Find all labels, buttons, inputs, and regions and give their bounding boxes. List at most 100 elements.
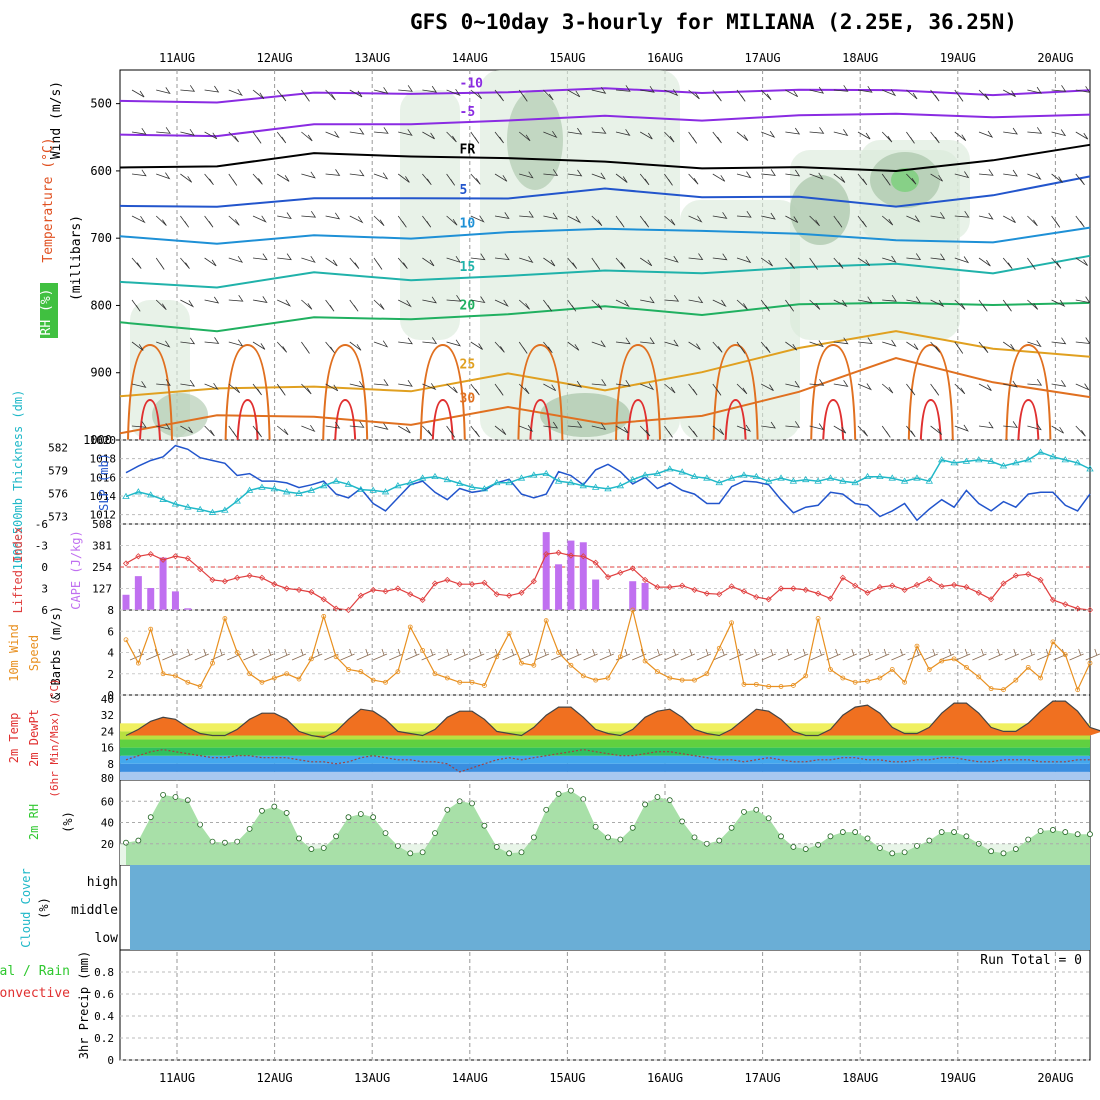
wind-barb	[519, 210, 534, 218]
cape-bar	[122, 594, 130, 610]
thickness-point	[431, 472, 439, 480]
rh-point	[753, 806, 760, 813]
li-tick-label: 3	[41, 583, 48, 596]
wind-barb	[349, 257, 360, 269]
isotherm-line	[119, 301, 1091, 333]
slp-tick-label: 1018	[90, 453, 117, 466]
wind-barb	[252, 253, 268, 261]
wind-barb	[252, 215, 267, 223]
rh-point	[1050, 827, 1056, 833]
wind-barb	[1027, 127, 1043, 134]
thickness-point	[159, 495, 167, 502]
isotherm-line	[119, 175, 1091, 208]
rh-point	[469, 800, 475, 807]
thickness-point	[1073, 459, 1082, 466]
rh-point	[333, 833, 340, 840]
wind10-point	[692, 677, 697, 683]
wind-barb	[688, 131, 698, 144]
warm-loop	[810, 343, 857, 441]
wind10-barb	[275, 648, 290, 661]
wind-barb	[180, 337, 196, 345]
lifted-index-point	[913, 581, 921, 588]
rh-point	[728, 824, 735, 831]
wind-barb	[1075, 296, 1091, 304]
wind-barb	[954, 131, 967, 142]
thickness-point	[1024, 456, 1032, 463]
wind-barb	[398, 129, 413, 136]
thickness-point	[900, 477, 909, 484]
wind-barb	[712, 341, 723, 353]
temp-tick-label: 80	[101, 772, 114, 785]
wind-barb	[833, 215, 843, 228]
wind10-barb	[696, 648, 712, 661]
wind-barb	[276, 173, 290, 182]
rh-tick-label: 20	[101, 838, 114, 851]
rh-point	[802, 846, 809, 852]
thickness-point	[715, 478, 723, 486]
wind10-barb	[356, 648, 371, 661]
wind-barb	[978, 89, 990, 101]
wind10-barb	[502, 648, 517, 661]
cape-tick-label: 254	[92, 561, 112, 574]
wind10-point	[815, 616, 821, 621]
thickness-point	[802, 475, 810, 483]
hot-loop	[139, 398, 161, 441]
wind10-point	[531, 662, 537, 668]
wind-barb	[857, 215, 867, 228]
profile-ytick-label: 500	[90, 97, 112, 111]
lifted-index-point	[543, 551, 550, 558]
wind10-point	[889, 667, 895, 672]
wind-barb	[954, 424, 969, 432]
lifted-index-point	[666, 584, 673, 591]
wind10-point	[148, 626, 154, 632]
slp-tick-label: 1012	[90, 509, 117, 522]
thickness-point	[517, 474, 526, 481]
lifted-index-point	[382, 588, 389, 595]
wind-barb	[494, 299, 509, 307]
wind-barb	[1051, 129, 1067, 137]
wind-barb	[809, 423, 825, 431]
rh-point	[1012, 846, 1019, 852]
wind-barb	[712, 425, 725, 436]
thickness-point	[777, 474, 785, 481]
wind-barb	[349, 299, 359, 312]
wind10-point	[716, 645, 722, 651]
slp-line	[125, 444, 1091, 522]
wind-barb	[131, 381, 147, 388]
thickness-point	[357, 485, 365, 493]
wind-barb	[228, 255, 244, 263]
li-ylabel: Lifted Index	[11, 527, 25, 614]
wind-barb	[446, 215, 458, 226]
wind-barb	[906, 89, 918, 100]
wind10-point	[778, 684, 784, 689]
wind-barb	[422, 215, 432, 228]
thickness-point	[666, 465, 674, 472]
cape-bar	[159, 557, 167, 610]
rh-point	[1000, 850, 1007, 857]
temp-band	[120, 723, 1090, 732]
lifted-index-point	[617, 569, 624, 576]
rh-point	[345, 814, 352, 821]
wind-barb	[712, 383, 722, 396]
wind-barb	[1027, 378, 1043, 386]
wind-barb	[276, 341, 288, 353]
wind10-barb	[227, 648, 242, 661]
wind-barb	[930, 341, 941, 353]
wind-barb	[373, 423, 389, 430]
wind-barb	[857, 296, 873, 304]
wind10-point	[395, 669, 401, 675]
profile-ytick-label: 1000	[83, 433, 112, 447]
day-label-top: 19AUG	[940, 51, 976, 65]
wind-barb	[1051, 215, 1061, 228]
wind-barb	[228, 88, 243, 97]
lifted-index-point	[370, 586, 377, 593]
wind-barb	[712, 89, 722, 102]
wind10-point	[370, 677, 376, 683]
lifted-index-point	[468, 581, 476, 588]
rh-point	[741, 808, 747, 815]
wind-barb	[543, 130, 558, 139]
wind-barb	[470, 296, 486, 304]
wind-barb	[180, 173, 193, 183]
thickness-point	[381, 488, 390, 495]
wind10-barb	[826, 648, 841, 661]
